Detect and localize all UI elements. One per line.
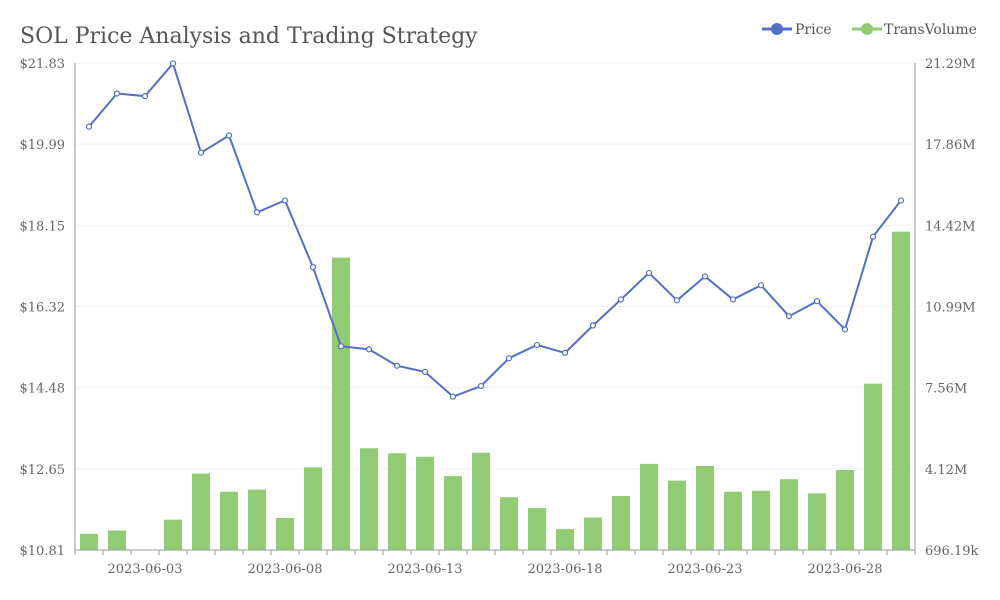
- volume-bar[interactable]: [780, 479, 798, 550]
- legend-price-label: Price: [795, 22, 832, 38]
- y-left-tick-label: $19.99: [20, 138, 66, 153]
- volume-bar[interactable]: [192, 473, 210, 550]
- y-right-tick-label: 4.12M: [925, 463, 967, 478]
- left-axis-ticks: $10.81 $12.65 $14.48 $16.32 $18.15 $19.99 $21.…: [20, 57, 66, 559]
- price-point[interactable]: [309, 264, 317, 271]
- y-right-tick-label: 7.56M: [925, 382, 967, 397]
- price-point[interactable]: [701, 273, 709, 280]
- price-point[interactable]: [869, 233, 877, 240]
- x-tick-label: 2023-06-08: [248, 562, 323, 577]
- x-tick-label: 2023-06-18: [528, 562, 603, 577]
- price-line: [88, 62, 902, 398]
- price-point[interactable]: [617, 296, 625, 303]
- x-tick-label: 2023-06-23: [668, 562, 743, 577]
- volume-bar[interactable]: [584, 517, 602, 550]
- y-right-tick-label: 21.29M: [925, 57, 976, 72]
- y-right-tick-label: 17.86M: [925, 138, 976, 153]
- y-left-tick-label: $18.15: [20, 219, 66, 234]
- price-point[interactable]: [253, 209, 261, 216]
- volume-bar[interactable]: [892, 231, 910, 550]
- price-point[interactable]: [393, 362, 401, 369]
- price-point[interactable]: [477, 382, 485, 390]
- price-point[interactable]: [225, 132, 233, 139]
- legend-price-marker: [771, 23, 783, 35]
- legend-volume-marker: [861, 23, 873, 35]
- y-left-tick-label: $16.32: [20, 301, 66, 316]
- volume-bar[interactable]: [220, 491, 238, 550]
- legend-volume-label: TransVolume: [884, 22, 977, 38]
- price-point[interactable]: [365, 346, 373, 353]
- x-axis: 2023-06-03 2023-06-08 2023-06-13 2023-06-18…: [74, 63, 916, 577]
- x-tick-label: 2023-06-28: [808, 562, 883, 577]
- price-point[interactable]: [169, 60, 177, 67]
- y-left-tick-label: $12.65: [20, 463, 66, 478]
- price-point[interactable]: [785, 313, 793, 320]
- volume-bar[interactable]: [276, 517, 294, 550]
- y-left-tick-label: $14.48: [20, 382, 66, 397]
- volume-bars: [80, 231, 910, 550]
- y-left-tick-label: $21.83: [20, 57, 66, 72]
- volume-bar[interactable]: [640, 463, 658, 550]
- price-points: [85, 60, 905, 400]
- volume-bar[interactable]: [528, 508, 546, 550]
- legend-item-price[interactable]: Price: [762, 22, 832, 38]
- volume-bar[interactable]: [164, 519, 182, 550]
- chart-title: SOL Price Analysis and Trading Strategy: [20, 24, 478, 49]
- volume-bar[interactable]: [108, 530, 126, 550]
- price-line-series: [88, 62, 902, 398]
- price-point[interactable]: [449, 393, 457, 400]
- volume-bar[interactable]: [80, 533, 98, 550]
- volume-bar[interactable]: [808, 493, 826, 550]
- y-right-tick-label: 10.99M: [925, 301, 976, 316]
- price-point[interactable]: [141, 93, 149, 100]
- price-point[interactable]: [337, 343, 345, 350]
- volume-bar[interactable]: [556, 529, 574, 550]
- volume-bar[interactable]: [864, 383, 882, 550]
- price-point[interactable]: [533, 341, 541, 349]
- volume-bar[interactable]: [724, 491, 742, 550]
- volume-bar[interactable]: [388, 453, 406, 550]
- x-tick-label: 2023-06-03: [108, 562, 183, 577]
- price-point[interactable]: [589, 322, 597, 329]
- gridlines: [75, 62, 915, 470]
- volume-bar[interactable]: [500, 497, 518, 550]
- price-point[interactable]: [673, 297, 681, 304]
- volume-bar[interactable]: [360, 448, 378, 550]
- price-point[interactable]: [421, 368, 429, 376]
- volume-bar[interactable]: [668, 480, 686, 550]
- volume-bar[interactable]: [304, 467, 322, 550]
- price-point[interactable]: [197, 149, 205, 156]
- y-left-tick-label: $10.81: [20, 544, 66, 559]
- price-point[interactable]: [281, 197, 289, 204]
- price-point[interactable]: [85, 123, 93, 130]
- price-point[interactable]: [897, 197, 905, 204]
- volume-bar[interactable]: [836, 469, 854, 550]
- price-point[interactable]: [113, 90, 121, 97]
- price-point[interactable]: [561, 349, 569, 357]
- price-point[interactable]: [505, 355, 513, 362]
- price-point[interactable]: [841, 326, 849, 333]
- volume-bar[interactable]: [752, 490, 770, 550]
- volume-bar[interactable]: [416, 456, 434, 550]
- legend-item-transvolume[interactable]: TransVolume: [852, 22, 977, 38]
- price-point[interactable]: [757, 282, 765, 289]
- volume-bar[interactable]: [444, 476, 462, 550]
- price-point[interactable]: [813, 298, 821, 305]
- y-right-tick-label: 696.19k: [925, 544, 978, 559]
- x-tick-label: 2023-06-13: [388, 562, 463, 577]
- y-right-tick-label: 14.42M: [925, 219, 976, 234]
- volume-bar[interactable]: [472, 452, 490, 550]
- volume-bar[interactable]: [612, 495, 630, 550]
- volume-bar[interactable]: [248, 489, 266, 550]
- right-axis-ticks: 696.19k 4.12M 7.56M 10.99M 14.42M 17.86M 21.29…: [925, 57, 978, 559]
- price-point[interactable]: [645, 269, 653, 277]
- volume-bar[interactable]: [332, 257, 350, 550]
- price-point[interactable]: [729, 296, 737, 303]
- volume-bar[interactable]: [696, 465, 714, 550]
- legend[interactable]: Price TransVolume: [762, 22, 977, 38]
